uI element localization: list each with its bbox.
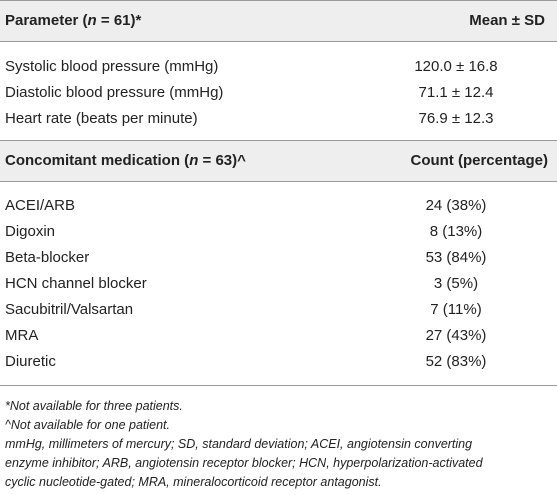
row-value: 7 (11%) [430, 301, 482, 318]
row-label: MRA [5, 327, 39, 344]
header-medication: Concomitant medication (n = 63)^ [5, 152, 246, 169]
footnote: mmHg, millimeters of mercury; SD, standa… [5, 437, 473, 451]
table-row: Diastolic blood pressure (mmHg) 71.1 ± 1… [0, 81, 557, 107]
row-label: Beta-blocker [5, 249, 90, 266]
row-label: Systolic blood pressure (mmHg) [5, 58, 219, 75]
table-header-parameters: Parameter (n = 61)* Mean ± SD [0, 0, 557, 42]
table-header-medication: Concomitant medication (n = 63)^ Count (… [0, 140, 557, 182]
row-value: 8 (13%) [429, 223, 483, 240]
table-row: Beta-blocker 53 (84%) [0, 246, 557, 272]
table-row: Sacubitril/Valsartan 7 (11%) [0, 298, 557, 324]
row-label: Diuretic [5, 353, 56, 370]
row-value: 76.9 ± 12.3 [418, 110, 494, 127]
header-count: Count (percentage) [410, 152, 548, 169]
table-row: Diuretic 52 (83%) [0, 350, 557, 376]
row-label: ACEI/ARB [5, 197, 76, 214]
row-label: Digoxin [5, 223, 56, 240]
footnote: cyclic nucleotide-gated; MRA, mineraloco… [5, 475, 382, 489]
footnote: ^Not available for one patient. [5, 418, 170, 432]
table-row: Heart rate (beats per minute) 76.9 ± 12.… [0, 107, 557, 133]
row-value: 3 (5%) [433, 275, 479, 292]
row-label: Diastolic blood pressure (mmHg) [5, 84, 224, 101]
row-value: 52 (83%) [425, 353, 487, 370]
row-label: HCN channel blocker [5, 275, 147, 292]
table-row: Digoxin 8 (13%) [0, 220, 557, 246]
row-value: 24 (38%) [425, 197, 487, 214]
footnote: *Not available for three patients. [5, 399, 183, 413]
table-row: ACEI/ARB 24 (38%) [0, 194, 557, 220]
row-label: Heart rate (beats per minute) [5, 110, 198, 127]
header-parameter: Parameter (n = 61)* [5, 12, 142, 29]
table-row: Systolic blood pressure (mmHg) 120.0 ± 1… [0, 55, 557, 81]
row-label: Sacubitril/Valsartan [5, 301, 134, 318]
table-row: MRA 27 (43%) [0, 324, 557, 350]
row-value: 27 (43%) [425, 327, 487, 344]
header-mean-sd: Mean ± SD [469, 12, 545, 29]
table-row: HCN channel blocker 3 (5%) [0, 272, 557, 298]
table-bottom-rule [0, 385, 557, 386]
table-footnotes: *Not available for three patients. ^Not … [5, 397, 553, 492]
row-value: 120.0 ± 16.8 [414, 58, 498, 75]
row-value: 71.1 ± 12.4 [418, 84, 494, 101]
row-value: 53 (84%) [425, 249, 487, 266]
footnote: enzyme inhibitor; ARB, angiotensin recep… [5, 456, 483, 470]
